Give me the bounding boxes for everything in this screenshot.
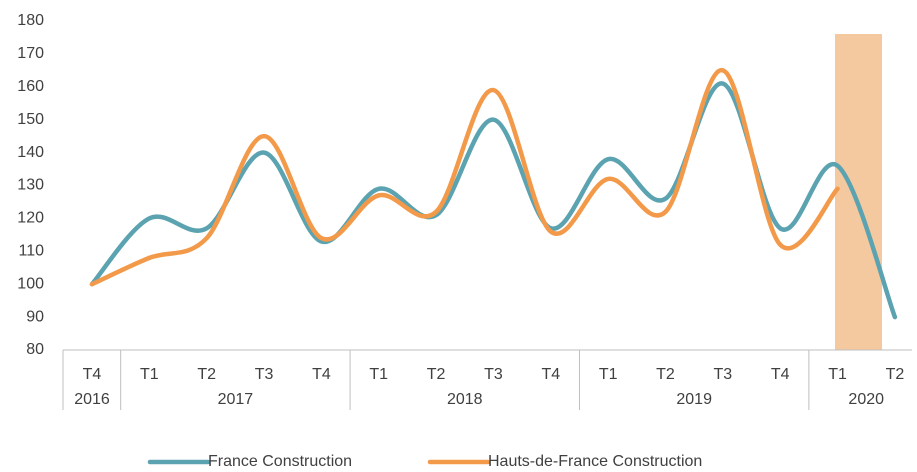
y-tick-label: 180 [17,12,44,29]
x-tick-label: T1 [828,366,847,383]
lines [89,68,898,320]
y-tick-label: 80 [26,341,44,358]
highlight-band [835,34,882,350]
legend: France Construction Hauts-de-France Const… [147,453,702,470]
x-group-label: 2017 [218,391,254,408]
y-tick-label: 150 [17,111,44,128]
y-tick-label: 90 [26,308,44,325]
x-tick-label: T2 [197,366,216,383]
x-tick-label: T4 [83,366,102,383]
legend-label: France Construction [208,453,352,470]
x-tick-label: T3 [255,366,274,383]
x-group-label: 2019 [676,391,712,408]
y-tick-label: 130 [17,177,44,194]
x-tick-label: T3 [714,366,733,383]
legend-label: Hauts-de-France Construction [488,453,702,470]
x-tick-label: T4 [541,366,560,383]
x-group-label: 2018 [447,391,483,408]
x-tick-label: T2 [427,366,446,383]
series-line [89,68,840,287]
x-tick-label: T1 [140,366,159,383]
x-tick-label: T4 [771,366,790,383]
x-tick-label: T4 [312,366,331,383]
series-line [89,81,898,320]
x-group-label: 2020 [848,391,884,408]
axes: 80 90 100 110 120 130 140 150 160 170 180 T4 T1 T2 T3 T… [17,12,912,410]
x-tick-label: T1 [599,366,618,383]
x-tick-label: T1 [369,366,388,383]
x-tick-label: T2 [886,366,905,383]
y-tick-label: 100 [17,275,44,292]
x-tick-label: T3 [484,366,503,383]
x-group-label: 2016 [74,391,110,408]
y-tick-label: 110 [18,243,44,260]
y-tick-label: 160 [17,78,44,95]
y-tick-label: 120 [17,210,44,227]
y-tick-label: 140 [17,144,44,161]
y-tick-label: 170 [17,45,44,62]
x-tick-label: T2 [656,366,675,383]
